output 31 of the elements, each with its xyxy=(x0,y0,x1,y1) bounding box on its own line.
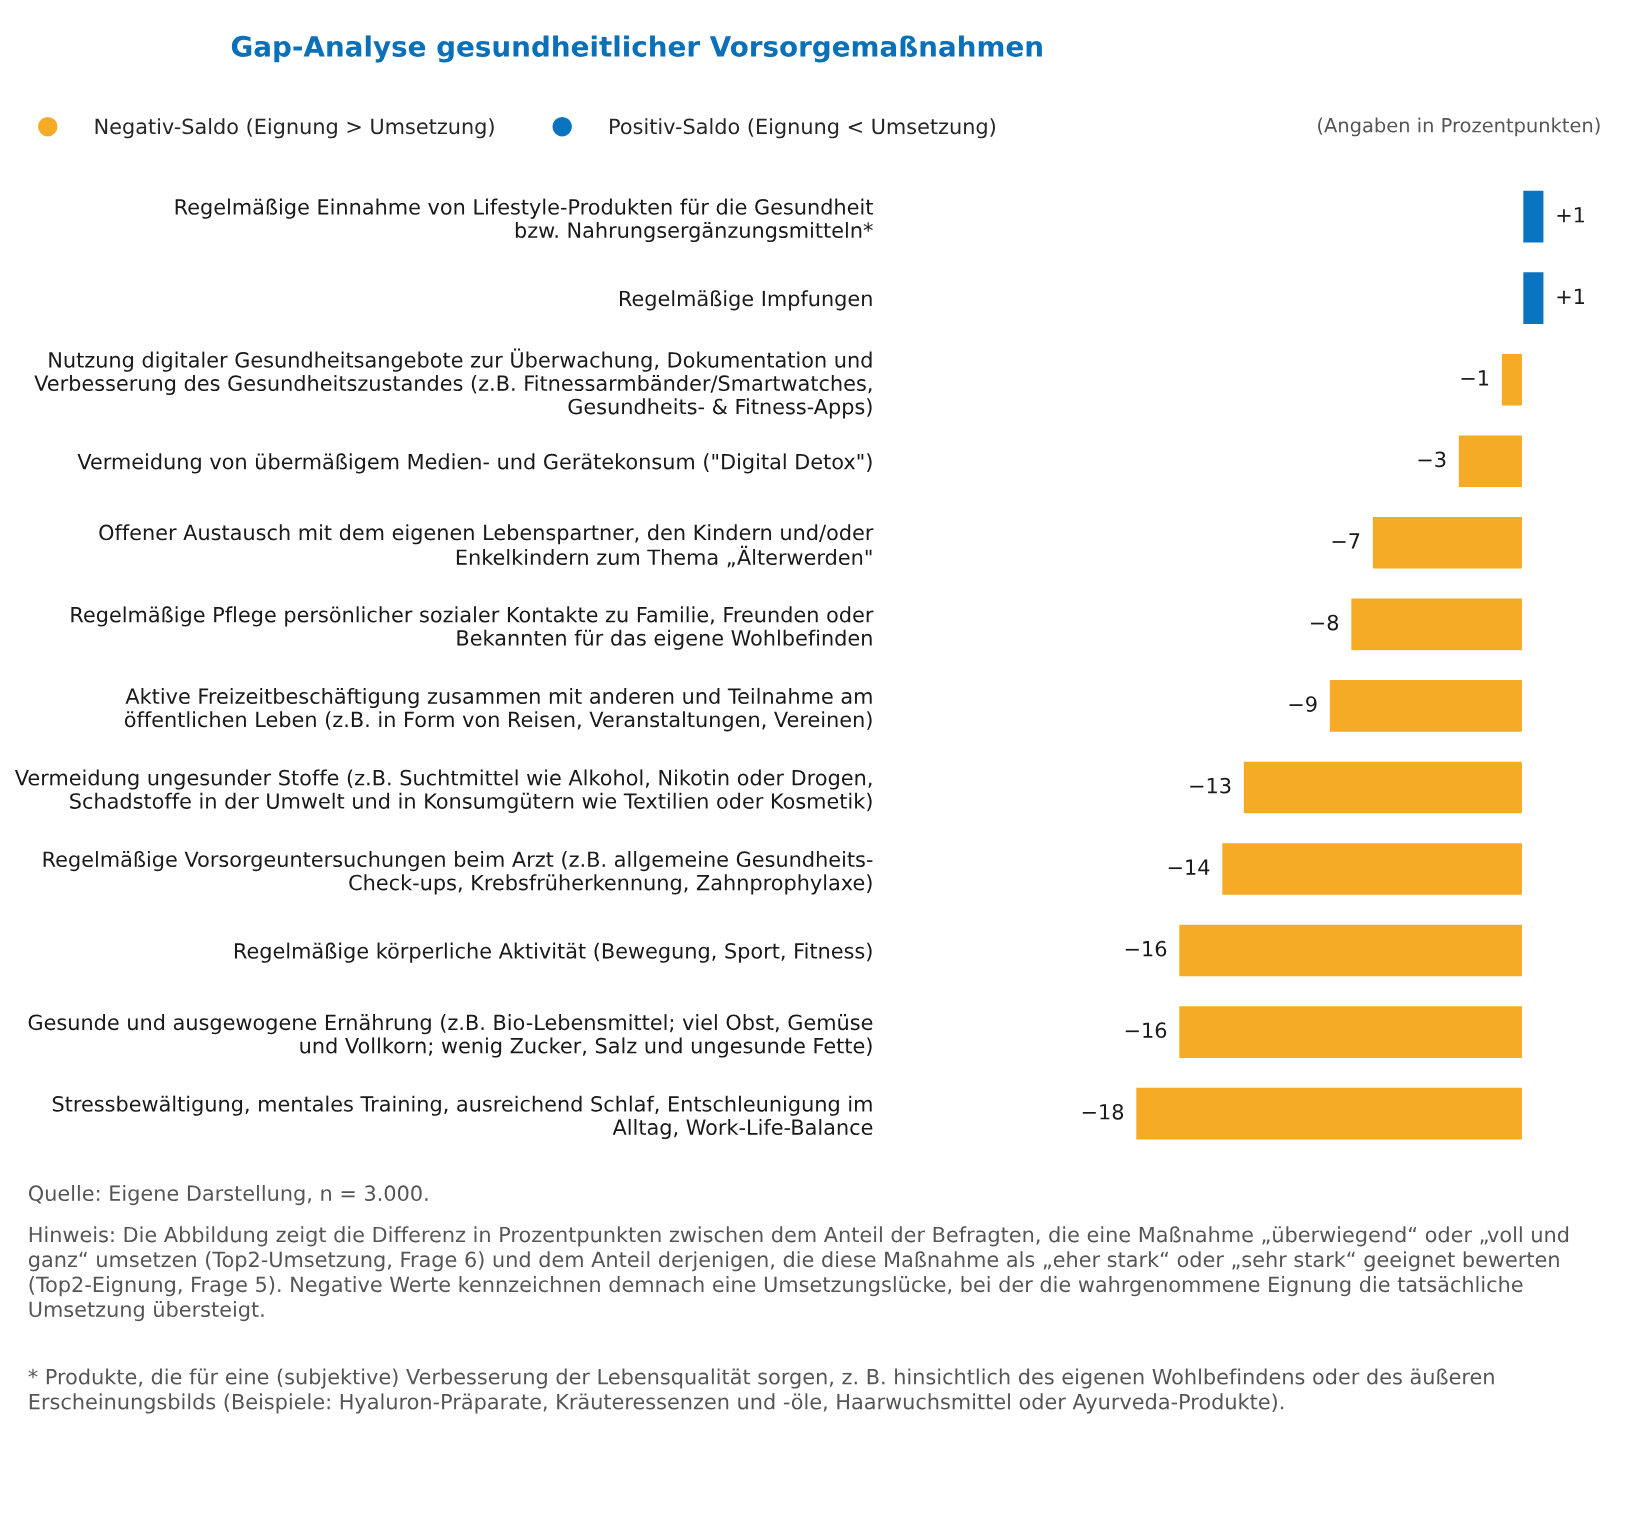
y-tick-label: Regelmäßige körperliche Aktivität (Bewegung, Sport, Fitness) xyxy=(234,942,872,963)
data-label: −13 xyxy=(1190,777,1231,794)
data-label: −9 xyxy=(1289,696,1317,712)
data-label: +1 xyxy=(1557,288,1585,304)
data-label: −8 xyxy=(1311,614,1339,631)
text: Hinweis: Die Abbildung zeigt die Differenz in Prozentpunkten zwischen dem Anteil der Befragten, die eine Maßnahme „überwiegend“ oder „voll und ganz“ umsetzen (Top2-Umsetzung, Frage 6) und dem Anteil derjenigen, die diese Maßnahme als „eher stark“ oder „sehr stark“ geeignet bewerten (Top2-Eignung, Frage 5). Negative Werte kennzeichnen demnach eine Umsetzungslücke, bei der die wahrgenommene Eignung die tatsächliche Umsetzung übersteigt. xyxy=(28,1226,1569,1322)
y-tick-label: Offener Austausch mit dem eigenen Lebenspartner, den Kindern und/oder Enkelkindern zum Thema „Älterwerden" xyxy=(99,524,874,568)
y-tick-label: Vermeidung ungesunder Stoffe (z.B. Suchtmittel wie Alkohol, Nikotin oder Drogen, Schadstoffe in der Umwelt und in Konsumgütern wie Textilien oder Kosmetik) xyxy=(14,769,872,813)
legend-label: Positiv-Saldo (Eignung < Umsetzung) xyxy=(610,118,995,139)
y-tick-label: Regelmäßige Einnahme von Lifestyle-Produkten für die Gesundheit bzw. Nahrungsergänzungsmitteln* xyxy=(175,198,873,243)
data-label: −16 xyxy=(1125,1022,1167,1039)
data-label: −14 xyxy=(1168,859,1210,875)
source-note: Quelle: Eigene Darstellung, n = 3.000. xyxy=(28,1184,428,1206)
data-label: −18 xyxy=(1082,1103,1124,1120)
y-tick-label: Gesunde und ausgewogene Ernährung (z.B. Bio-Lebensmittel; viel Obst, Gemüse und Vollkorn; wenig Zucker, Salz und ungesunde Fette) xyxy=(28,1014,873,1058)
y-tick-label: Nutzung digitaler Gesundheitsangebote zur Überwachung, Dokumentation und Verbesserung des Gesundheitszustandes (z.B. Fitnessarmbänder/Smartwatches, Gesundheits- & Fitness-Apps) xyxy=(34,348,872,419)
data-label: −1 xyxy=(1461,370,1489,386)
text: Gap-Analyse gesundheitlicher Vorsorgemaßnahmen xyxy=(231,35,1042,63)
data-label: −16 xyxy=(1125,940,1167,957)
data-label: −3 xyxy=(1418,451,1446,468)
text: (Angaben in Prozentpunkten) xyxy=(1318,117,1600,137)
legend-label: Negativ-Saldo (Eignung > Umsetzung) xyxy=(95,118,494,139)
data-label: +1 xyxy=(1557,207,1585,223)
y-tick-label: Regelmäßige Vorsorgeuntersuchungen beim Arzt (z.B. allgemeine Gesundheits- Check-ups, Krebsfrüherkennung, Zahnprophylaxe) xyxy=(43,850,873,895)
y-tick-label: Aktive Freizeitbeschäftigung zusammen mit anderen und Teilnahme am öffentlichen Leben (z.B. in Form von Reisen, Veranstaltungen, Vereinen) xyxy=(124,687,872,732)
y-tick-label: Stressbewältigung, mentales Training, ausreichend Schlaf, Entschleunigung im Alltag, Work-Life-Balance xyxy=(52,1095,873,1140)
data-label: −7 xyxy=(1332,533,1360,549)
text: * Produkte, die für eine (subjektive) Verbesserung der Lebensqualität sorgen, z. B. hinsichtlich des eigenen Wohlbefindens oder des äußeren Erscheinungsbilds (Beispiele: Hyaluron-Präparate, Kräuteressenzen und -öle, Haarwuchsmittel oder Ayurveda-Produkte). xyxy=(28,1368,1494,1414)
y-tick-label: Regelmäßige Pflege persönlicher sozialer Kontakte zu Familie, Freunden oder Bekannten für das eigene Wohlbefinden xyxy=(71,606,874,650)
y-tick-label: Vermeidung von übermäßigem Medien- und Gerätekonsum ("Digital Detox") xyxy=(77,453,872,474)
y-tick-label: Regelmäßige Impfungen xyxy=(619,290,872,311)
